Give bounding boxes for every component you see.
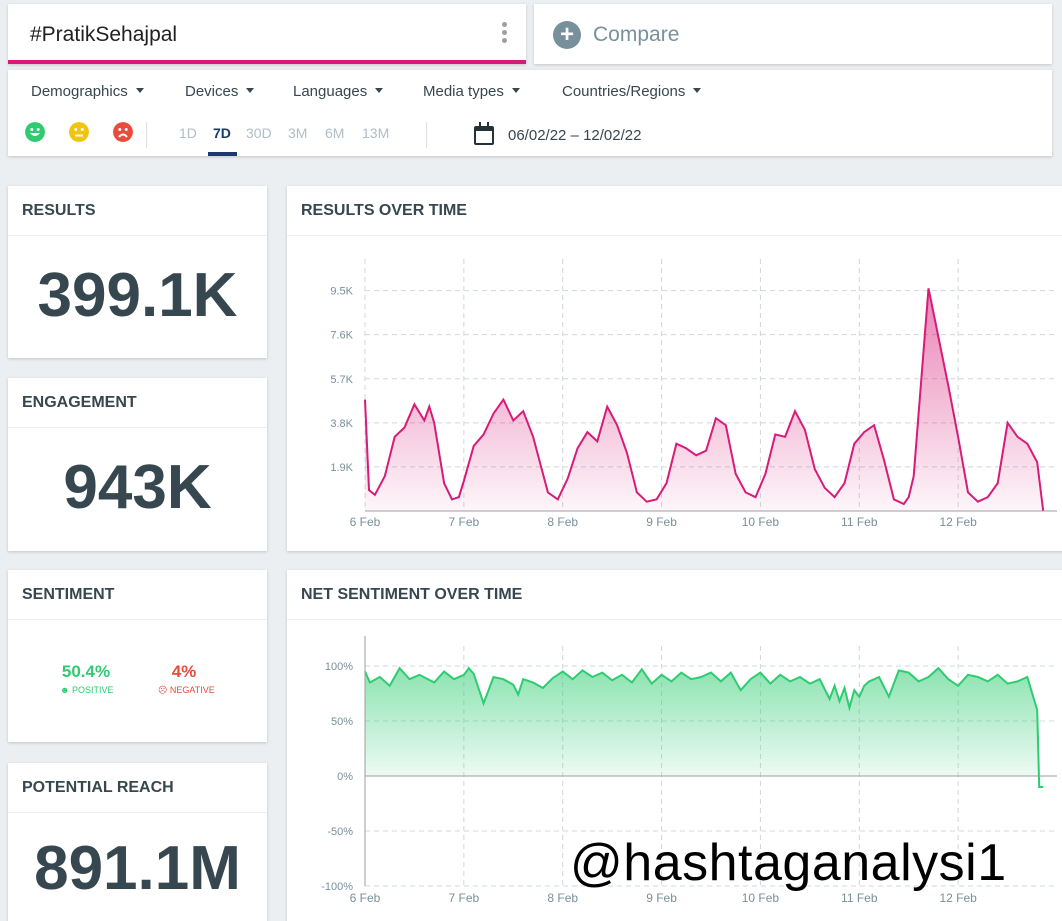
add-icon: + [553, 21, 581, 49]
series-area [365, 668, 1044, 787]
compare-button[interactable]: + Compare [534, 4, 1052, 64]
filter-languages[interactable]: Languages [293, 83, 384, 100]
negative-label-text: NEGATIVE [169, 685, 215, 695]
range-13m[interactable]: 13M [362, 125, 390, 141]
x-tick-label: 11 Feb [841, 891, 878, 905]
x-tick-label: 7 Feb [449, 515, 480, 529]
divider [8, 812, 267, 813]
filter-media-types[interactable]: Media types [423, 83, 520, 100]
date-range[interactable]: 06/02/22 – 12/02/22 [508, 127, 642, 144]
positive-label-text: POSITIVE [72, 685, 114, 695]
negative-sentiment: 4% ☹ NEGATIVE [158, 662, 215, 696]
x-tick-label: 9 Feb [646, 515, 677, 529]
engagement-value: 943K [63, 453, 212, 522]
positive-label: ☻ POSITIVE [60, 685, 114, 695]
filter-countries[interactable]: Countries/Regions [562, 83, 702, 100]
range-1d[interactable]: 1D [179, 125, 197, 141]
caret-down-icon [375, 88, 384, 93]
results-over-time-card: RESULTS OVER TIME 1.9K 3.8K 5.7K 7.6K 9.5K 6 … [287, 186, 1062, 551]
y-tick-label: 1.9K [330, 462, 353, 474]
divider [287, 619, 1062, 620]
x-tick-label: 12 Feb [939, 891, 977, 905]
y-tick-label: 0% [337, 771, 353, 783]
results-card: RESULTS 399.1K [8, 186, 267, 358]
results-chart[interactable]: 1.9K 3.8K 5.7K 7.6K 9.5K 6 Feb 7 Feb 8 Feb 9 Feb… [287, 236, 1062, 551]
filter-bar: Demographics Devices Languages Media typ… [8, 70, 1052, 156]
y-tick-label: 3.8K [330, 418, 353, 430]
range-30d[interactable]: 30D [246, 125, 272, 141]
x-tick-label: 8 Feb [547, 515, 578, 529]
x-tick-label: 6 Feb [350, 891, 381, 905]
filter-label: Languages [293, 83, 368, 100]
search-query[interactable]: #PratikSehajpal [30, 23, 178, 46]
filter-label: Media types [423, 83, 504, 100]
positive-sentiment: 50.4% ☻ POSITIVE [60, 662, 114, 695]
x-tick-label: 6 Feb [350, 515, 381, 529]
range-6m[interactable]: 6M [325, 125, 345, 141]
divider [8, 619, 267, 620]
range-3m[interactable]: 3M [288, 125, 308, 141]
divider [287, 235, 1062, 236]
filter-devices[interactable]: Devices [185, 83, 255, 100]
y-tick-label: -100% [321, 881, 353, 893]
net-sentiment-card: NET SENTIMENT OVER TIME 100% 50% 0% -50% -10… [287, 570, 1062, 921]
y-tick-label: -50% [327, 826, 353, 838]
sentiment-title: SENTIMENT [22, 586, 115, 603]
divider [8, 427, 267, 428]
search-box[interactable]: #PratikSehajpal [8, 4, 526, 64]
x-tick-label: 9 Feb [646, 891, 677, 905]
reach-title: POTENTIAL REACH [22, 779, 174, 796]
x-tick-label: 11 Feb [841, 515, 878, 529]
results-value: 399.1K [37, 261, 238, 330]
watermark: @hashtaganalysi1 [570, 834, 1007, 893]
positive-value: 50.4% [61, 662, 111, 681]
neutral-face-icon[interactable] [69, 122, 89, 142]
search-underline [8, 60, 526, 64]
compare-label: Compare [593, 23, 680, 46]
filter-label: Countries/Regions [562, 83, 686, 100]
negative-label: ☹ NEGATIVE [158, 685, 215, 696]
chart-title: RESULTS OVER TIME [301, 202, 467, 219]
engagement-card: ENGAGEMENT 943K [8, 378, 267, 551]
series-area [365, 288, 1044, 511]
y-tick-label: 100% [325, 661, 353, 673]
caret-down-icon [511, 88, 520, 93]
divider [146, 122, 147, 148]
range-7d[interactable]: 7D [213, 125, 231, 141]
sentiment-chart[interactable]: 100% 50% 0% -50% -100%6 Feb 7 Feb 8 Feb 9 Feb 10… [287, 620, 1062, 921]
caret-down-icon [135, 88, 144, 93]
y-tick-label: 7.6K [330, 330, 353, 342]
y-tick-label: 50% [331, 716, 353, 728]
x-tick-label: 7 Feb [449, 891, 480, 905]
engagement-title: ENGAGEMENT [22, 394, 137, 411]
divider [426, 122, 427, 148]
active-range-indicator [208, 152, 237, 156]
filter-label: Demographics [31, 83, 128, 100]
more-options-icon[interactable] [500, 22, 508, 46]
sentiment-card: SENTIMENT 50.4% ☻ POSITIVE 4% ☹ NEGATIVE [8, 570, 267, 742]
x-tick-label: 10 Feb [742, 515, 780, 529]
positive-face-icon: ☻ [60, 685, 70, 695]
caret-down-icon [246, 88, 255, 93]
calendar-icon[interactable] [474, 122, 494, 145]
caret-down-icon [693, 88, 702, 93]
negative-face-icon: ☹ [158, 685, 168, 695]
negative-value: 4% [171, 662, 197, 681]
x-tick-label: 10 Feb [742, 891, 780, 905]
divider [8, 235, 267, 236]
filter-demographics[interactable]: Demographics [31, 83, 144, 100]
reach-value: 891.1M [34, 834, 241, 903]
negative-face-icon[interactable] [113, 122, 133, 142]
x-tick-label: 12 Feb [939, 515, 977, 529]
positive-face-icon[interactable] [25, 122, 45, 142]
chart-title: NET SENTIMENT OVER TIME [301, 586, 523, 603]
x-tick-label: 8 Feb [547, 891, 578, 905]
y-tick-label: 9.5K [330, 286, 353, 298]
filter-label: Devices [185, 83, 239, 100]
reach-card: POTENTIAL REACH 891.1M [8, 763, 267, 921]
results-title: RESULTS [22, 202, 96, 219]
series-line [364, 666, 1044, 788]
y-tick-label: 5.7K [330, 374, 353, 386]
series-line [364, 288, 1045, 512]
